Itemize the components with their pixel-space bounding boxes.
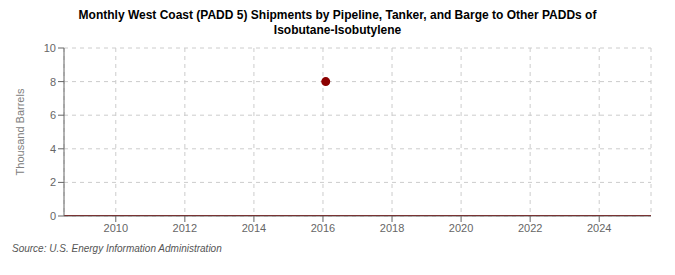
svg-text:2018: 2018 <box>380 222 404 234</box>
svg-text:2: 2 <box>50 176 56 188</box>
svg-text:8: 8 <box>50 76 56 88</box>
svg-text:2022: 2022 <box>518 222 542 234</box>
svg-text:0: 0 <box>50 210 56 222</box>
svg-text:Thousand Barrels: Thousand Barrels <box>14 88 26 175</box>
html-text:Monthly West Coast (PADD 5) Sh: Monthly West Coast (PADD 5) Shipments by… <box>78 8 597 37</box>
svg-text:2010: 2010 <box>104 222 128 234</box>
svg-text:2012: 2012 <box>173 222 197 234</box>
svg-text:2024: 2024 <box>587 222 611 234</box>
svg-text:6: 6 <box>50 109 56 121</box>
svg-text:10: 10 <box>44 42 56 54</box>
html-text:Source: U.S. Energy Informatio: Source: U.S. Energy Information Administ… <box>12 243 222 254</box>
svg-text:4: 4 <box>50 143 56 155</box>
svg-text:2014: 2014 <box>242 222 266 234</box>
svg-text:2016: 2016 <box>311 222 335 234</box>
svg-text:2020: 2020 <box>449 222 473 234</box>
